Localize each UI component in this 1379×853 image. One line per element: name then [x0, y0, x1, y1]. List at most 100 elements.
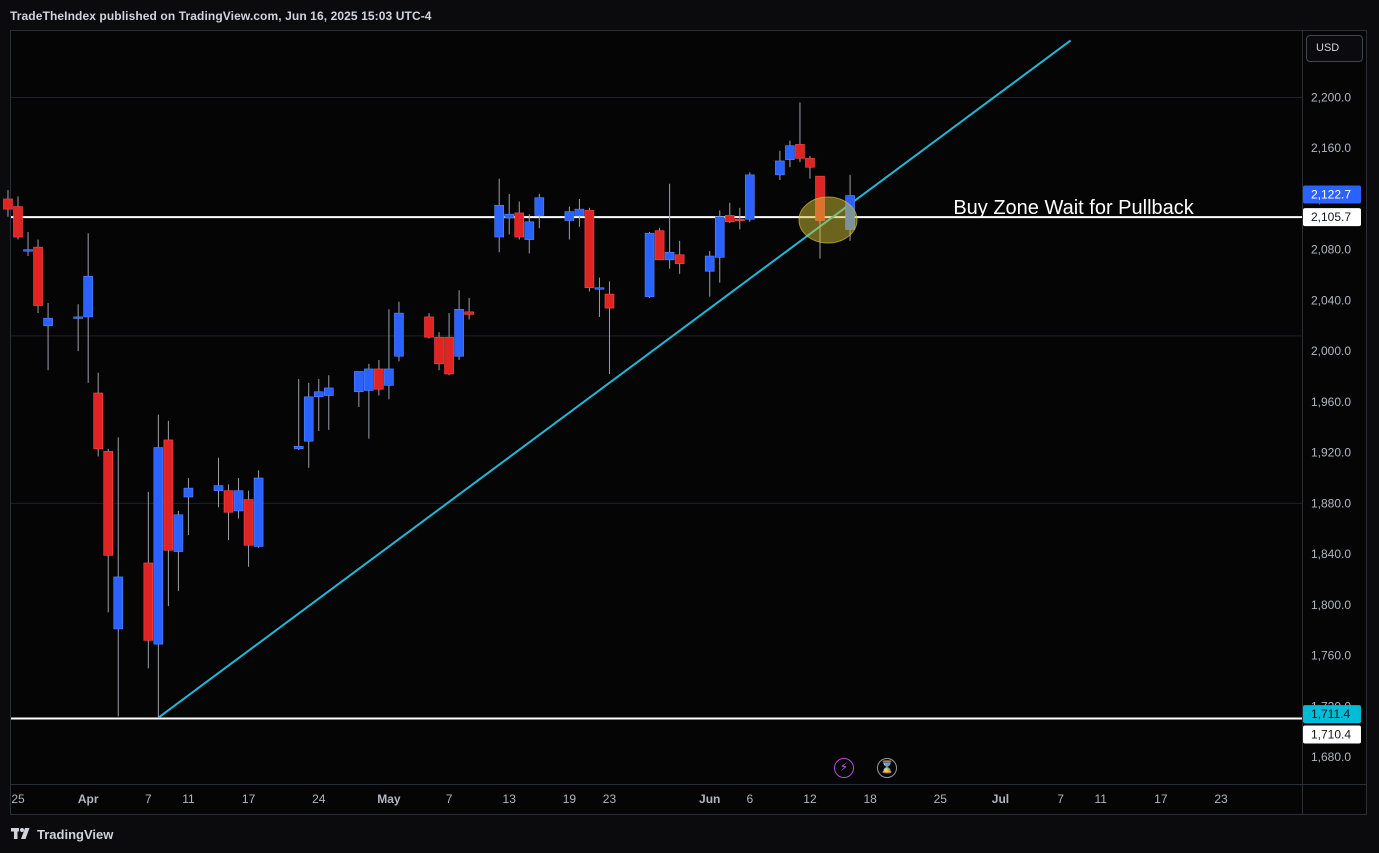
price-tag: 2,105.7: [1303, 208, 1361, 227]
candle-body: [173, 514, 184, 552]
candle: [724, 202, 735, 224]
candle-body: [674, 254, 685, 264]
candle-body: [103, 451, 114, 556]
hourglass-icon[interactable]: ⌛: [877, 758, 897, 778]
candle-body: [73, 316, 83, 319]
candle: [524, 214, 535, 254]
candle-body: [654, 230, 665, 261]
time-axis: 25 Apr 7 11 17 24 May 7 13 19 23 Jun 6 12 18 25 Jul 7 11 17…: [11, 792, 1228, 806]
y-tick-label: 1,880.0: [1311, 496, 1351, 510]
candle: [83, 233, 93, 383]
candle-body: [253, 477, 264, 547]
y-tick-label: 2,040.0: [1311, 293, 1351, 307]
candle: [143, 491, 154, 669]
candle: [604, 281, 615, 374]
candle-body: [3, 198, 13, 210]
candle-body: [113, 576, 124, 630]
candle: [394, 301, 404, 362]
x-tick-label: 17: [242, 792, 256, 806]
candle-body: [33, 246, 43, 306]
candle-body: [143, 562, 154, 641]
price-tag-bg: [1303, 208, 1361, 227]
price-tag: 1,711.4: [1303, 705, 1361, 724]
candle: [674, 240, 685, 274]
x-tick-label: 25: [11, 792, 25, 806]
candle: [654, 228, 665, 261]
candle-body: [394, 312, 404, 357]
x-tick-label: 7: [1057, 792, 1064, 806]
x-tick-label: 18: [863, 792, 877, 806]
price-tag: 2,122.7: [1303, 185, 1361, 204]
price-tag-label: 1,710.4: [1311, 727, 1351, 741]
candle-body: [504, 213, 515, 219]
candle-body: [604, 293, 615, 309]
candle: [384, 309, 394, 400]
y-tick-label: 2,000.0: [1311, 344, 1351, 358]
candle: [704, 250, 715, 297]
candle-body: [745, 174, 755, 220]
candle: [153, 414, 164, 718]
x-tick-label: 17: [1154, 792, 1168, 806]
price-tag-label: 2,105.7: [1311, 210, 1351, 224]
candle: [504, 193, 515, 235]
candle: [434, 332, 444, 371]
candle-body: [664, 251, 675, 261]
candle: [664, 183, 675, 269]
price-tag-label: 1,711.4: [1311, 707, 1350, 721]
candle-body: [534, 197, 545, 216]
y-tick-label: 1,920.0: [1311, 446, 1351, 460]
price-tag-label: 2,122.7: [1311, 188, 1351, 202]
candle: [734, 207, 745, 230]
y-tick-label: 1,680.0: [1311, 750, 1351, 764]
candle: [253, 470, 264, 548]
candle-body: [775, 160, 785, 176]
candle: [213, 457, 224, 508]
candle-body: [574, 208, 585, 216]
footer-brand: TradingView: [11, 826, 113, 842]
candles: [3, 102, 855, 718]
candle-body: [93, 392, 103, 450]
lightning-icon[interactable]: ⚡: [834, 758, 854, 778]
x-tick-label: 19: [563, 792, 577, 806]
candle-body: [444, 336, 454, 375]
candle: [464, 297, 474, 320]
candle-body: [594, 287, 605, 290]
candle: [3, 190, 13, 217]
candle: [233, 477, 244, 519]
candle-body: [153, 447, 164, 645]
candle-body: [243, 499, 254, 546]
candle: [374, 360, 384, 396]
candle-body: [704, 255, 715, 272]
x-tick-label: 12: [803, 792, 817, 806]
x-tick-label: 25: [934, 792, 948, 806]
candle: [494, 178, 505, 253]
candle: [795, 102, 805, 163]
x-tick-label: 23: [1214, 792, 1228, 806]
candle-body: [434, 336, 444, 365]
annotations: Buy Zone Wait for Pullback: [798, 196, 1195, 244]
publish-header: TradeTheIndex published on TradingView.c…: [10, 9, 432, 23]
y-tick-label: 2,160.0: [1311, 141, 1351, 155]
x-tick-label: 7: [446, 792, 453, 806]
candle-body: [183, 487, 194, 498]
candle: [103, 448, 114, 613]
candle: [514, 201, 525, 240]
candle-body: [313, 391, 324, 398]
candle-body: [564, 211, 575, 221]
candle-body: [644, 232, 655, 297]
candle: [775, 150, 785, 180]
price-tag: 1,710.4: [1303, 725, 1361, 744]
candle-body: [384, 368, 394, 386]
candle-body: [293, 445, 304, 450]
y-tick-label: 1,800.0: [1311, 598, 1351, 612]
currency-button[interactable]: USD: [1306, 35, 1363, 62]
candle: [163, 420, 174, 607]
price-tag-bg: [1303, 185, 1361, 204]
price-tag-bg: [1303, 725, 1361, 744]
chart-frame[interactable]: [10, 30, 1367, 815]
candle-body: [724, 215, 735, 223]
candle-body: [223, 490, 234, 513]
candle-body: [23, 249, 33, 252]
candle: [93, 372, 103, 457]
